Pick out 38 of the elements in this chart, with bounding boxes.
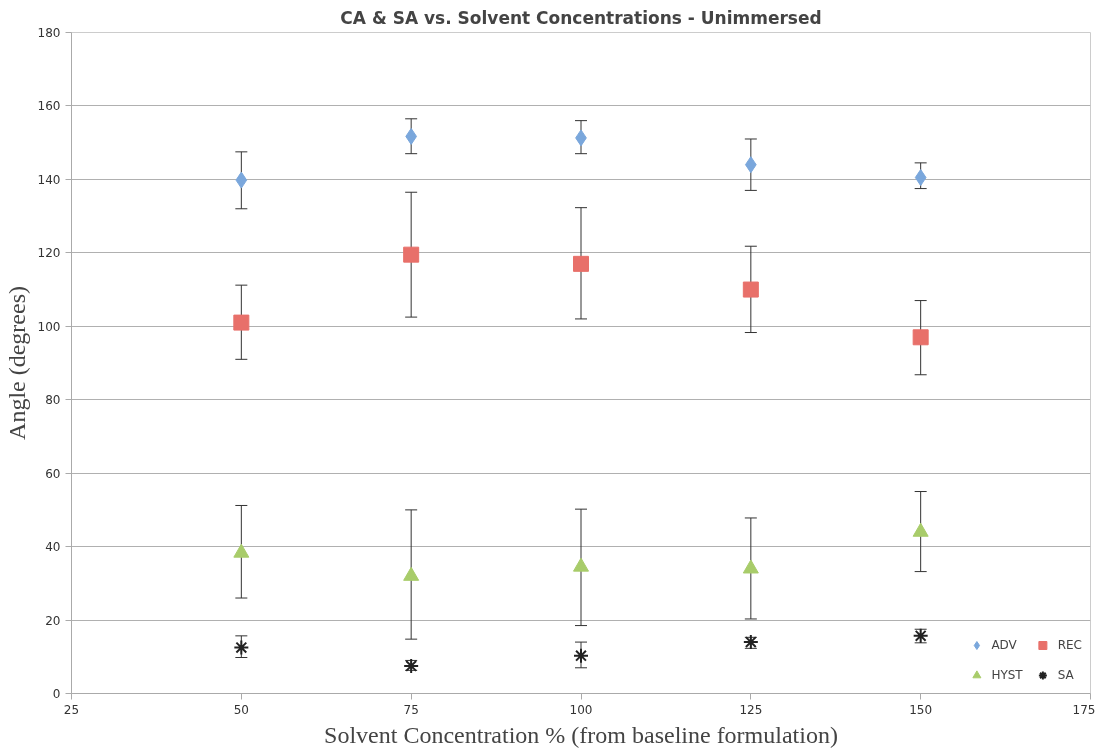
point bbox=[742, 559, 759, 574]
x-tick-label: 100 bbox=[569, 702, 593, 717]
legend-label: REC bbox=[1057, 638, 1082, 652]
point bbox=[742, 281, 759, 298]
y-tick-label: 120 bbox=[37, 246, 61, 261]
y-tick-label: 0 bbox=[52, 687, 61, 701]
x-tick-label: 150 bbox=[909, 702, 933, 717]
point bbox=[912, 522, 929, 537]
legend-label: ADV bbox=[991, 638, 1017, 652]
y-tick-label: 160 bbox=[37, 99, 61, 114]
point bbox=[914, 169, 927, 187]
x-tick-label: 175 bbox=[1072, 702, 1096, 717]
y-axis-title: Angle (degrees) bbox=[3, 286, 30, 440]
y-tick-label: 40 bbox=[45, 540, 61, 555]
x-axis-title: Solvent Concentration % (from baseline formulation) bbox=[324, 721, 838, 748]
point bbox=[573, 557, 589, 572]
legend-label: SA bbox=[1057, 668, 1075, 682]
point bbox=[403, 246, 420, 263]
x-tick-label: 75 bbox=[403, 702, 419, 717]
y-tick-label: 60 bbox=[45, 466, 61, 481]
point bbox=[235, 171, 248, 189]
point bbox=[233, 639, 250, 656]
point bbox=[912, 329, 929, 346]
y-tick-label: 100 bbox=[37, 319, 61, 334]
y-tick-label: 140 bbox=[37, 172, 61, 187]
legend-label: HYST bbox=[991, 668, 1023, 682]
point bbox=[573, 647, 589, 664]
point bbox=[573, 255, 589, 272]
point bbox=[233, 314, 250, 331]
point bbox=[403, 566, 420, 581]
y-tick-label: 20 bbox=[45, 613, 61, 628]
chart-title: CA & SA vs. Solvent Concentrations - Unimmersed bbox=[340, 7, 822, 28]
point bbox=[233, 543, 250, 558]
x-tick-label: 25 bbox=[63, 702, 80, 717]
x-tick-label: 50 bbox=[233, 702, 249, 717]
y-tick-label: 80 bbox=[45, 393, 61, 408]
x-tick-label: 125 bbox=[739, 702, 763, 717]
y-tick-label: 180 bbox=[37, 26, 61, 40]
